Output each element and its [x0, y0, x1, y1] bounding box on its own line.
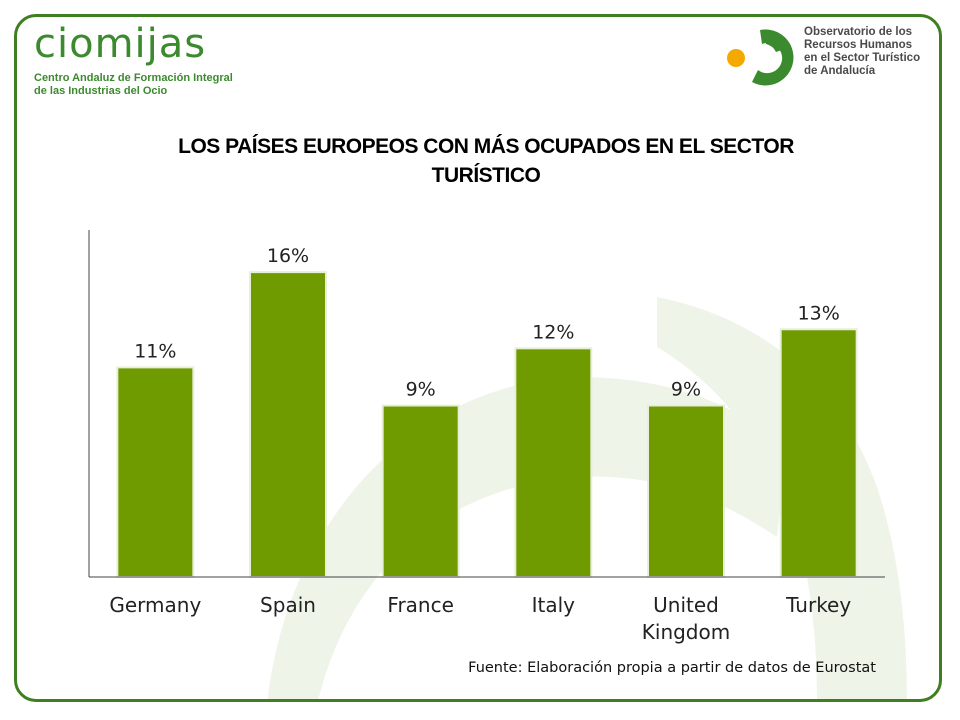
x-tick-label-germany: Germany: [109, 593, 201, 617]
chart-title-line2: TURÍSTICO: [431, 164, 541, 187]
observatorio-line1: Observatorio de los: [804, 26, 913, 38]
ciomijas-logo-word: ciomijas: [34, 21, 207, 67]
observatorio-line3: en el Sector Turístico: [804, 52, 921, 64]
bar-france: [381, 404, 460, 578]
data-label-united: 9%: [671, 379, 701, 401]
data-label-germany: 11%: [134, 340, 176, 362]
source-note: Fuente: Elaboración propia a partir de d…: [468, 660, 876, 676]
x-tick-label-turkey: Turkey: [785, 593, 851, 617]
ciomijas-logo: ciomijas Centro Andaluz de Formación Int…: [34, 22, 233, 98]
data-label-france: 9%: [406, 379, 436, 401]
bar-turkey: [779, 328, 858, 578]
observatorio-line2: Recursos Humanos: [804, 39, 913, 51]
data-label-italy: 12%: [532, 321, 574, 343]
bar-italy: [514, 347, 593, 579]
x-tick-label-spain: Spain: [260, 593, 316, 617]
observatorio-emblem-icon: [727, 29, 794, 86]
x-tick-label-france: France: [387, 593, 454, 617]
observatorio-logo-text: Observatorio de los Recursos Humanos en …: [804, 26, 954, 78]
chart-title: LOS PAÍSES EUROPEOS CON MÁS OCUPADOS EN …: [110, 132, 862, 190]
ciomijas-logo-subtitle: Centro Andaluz de Formación Integral de …: [34, 72, 233, 98]
chart-title-line1: LOS PAÍSES EUROPEOS CON MÁS OCUPADOS EN …: [178, 135, 794, 158]
observatorio-logo: Observatorio de los Recursos Humanos en …: [722, 22, 942, 92]
x-tick-label-italy: Italy: [532, 593, 576, 617]
bar-spain: [249, 271, 327, 578]
bar-germany: [116, 366, 195, 578]
ciomijas-subtitle-line2: de las Industrias del Ocio: [34, 85, 168, 97]
bar-united: [647, 404, 725, 578]
ciomijas-subtitle-line1: Centro Andaluz de Formación Integral: [34, 72, 233, 84]
data-label-spain: 16%: [267, 245, 309, 267]
data-label-turkey: 13%: [798, 302, 840, 324]
observatorio-line4: de Andalucía: [804, 65, 876, 77]
x-tick-label-united-line2: Kingdom: [642, 620, 730, 644]
x-tick-label-united: United: [653, 593, 719, 617]
